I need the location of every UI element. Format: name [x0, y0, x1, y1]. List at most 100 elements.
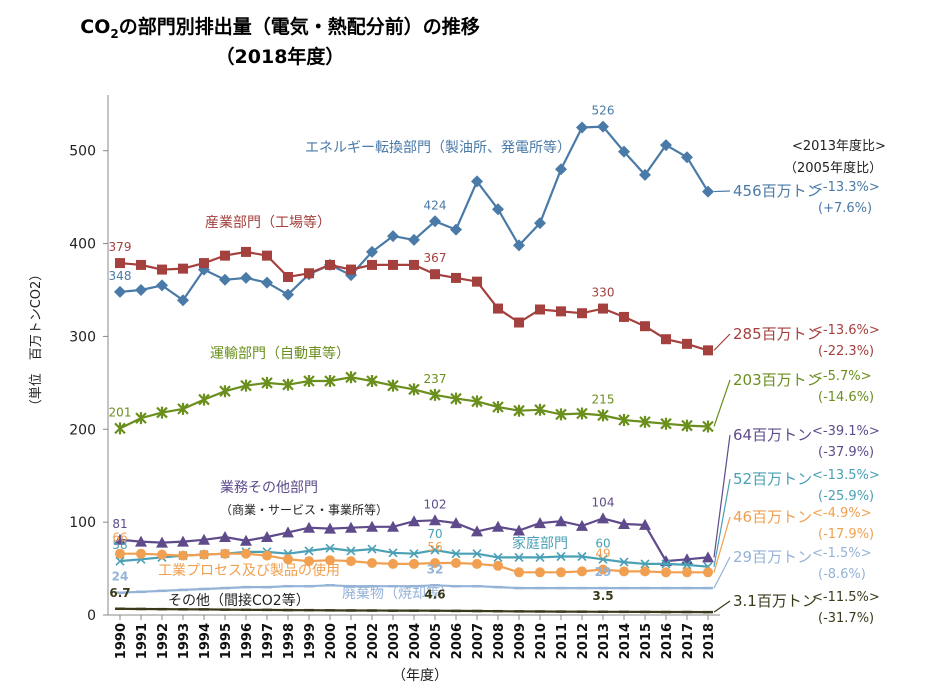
end-value-label-1: 285百万トン — [733, 325, 822, 343]
data-point — [513, 239, 525, 252]
data-point — [240, 271, 252, 284]
data-point — [178, 550, 188, 561]
data-label: 56 — [427, 540, 442, 554]
end-leader-1 — [713, 333, 731, 351]
data-point — [157, 549, 167, 560]
ratio-2013-5: <-4.9%> — [812, 506, 872, 521]
data-point — [408, 233, 420, 246]
x-tick-label: 1991 — [135, 623, 150, 659]
data-point — [115, 258, 125, 269]
x-tick-label: 2013 — [597, 623, 612, 659]
data-point — [240, 534, 252, 546]
data-point — [240, 379, 252, 392]
data-point — [324, 375, 336, 387]
data-point — [219, 273, 231, 286]
x-tick-label: 1995 — [219, 623, 234, 659]
data-point — [408, 383, 420, 396]
end-leader-6 — [713, 556, 731, 589]
data-label: 237 — [424, 372, 447, 386]
data-point — [114, 285, 126, 298]
data-label: 6.7 — [109, 586, 130, 600]
x-tick-label: 2003 — [387, 623, 402, 659]
x-tick-label: 1996 — [240, 623, 255, 659]
data-point — [177, 294, 189, 307]
data-point — [556, 551, 566, 562]
data-point — [387, 520, 399, 532]
x-tick-label: 1998 — [282, 623, 297, 659]
data-point — [492, 203, 504, 216]
data-point — [556, 567, 566, 578]
data-point — [555, 163, 567, 176]
data-point — [493, 552, 503, 562]
series-name-6: 廃棄物（焼却等） — [342, 585, 454, 602]
data-point — [681, 419, 693, 432]
data-point — [576, 407, 588, 420]
data-label: 526 — [592, 104, 615, 118]
y-tick-label: 500 — [69, 144, 96, 160]
ratio-2005-7: (-31.7%) — [818, 611, 874, 626]
data-point — [367, 544, 377, 554]
data-point — [660, 139, 672, 152]
ratio-2005-3: (-37.9%) — [818, 445, 874, 460]
data-point — [156, 536, 168, 548]
data-point — [156, 279, 168, 292]
data-point — [388, 548, 398, 558]
data-point — [220, 250, 230, 261]
data-label: 32 — [427, 562, 444, 576]
data-point — [640, 559, 650, 569]
x-tick-label: 2016 — [660, 623, 675, 659]
x-tick-label: 2000 — [324, 623, 339, 659]
data-point — [409, 558, 419, 569]
end-value-label-3: 64百万トン — [733, 426, 812, 444]
data-point — [450, 392, 462, 405]
data-point — [640, 321, 650, 332]
end-value-label-2: 203百万トン — [733, 371, 822, 389]
data-point — [429, 215, 441, 228]
data-point — [471, 525, 483, 537]
data-point — [283, 272, 293, 282]
data-point — [619, 566, 629, 577]
series-name-3-detail: （商業・サービス・事業所等） — [220, 502, 388, 517]
y-axis-title: （単位 百万トンCO2） — [28, 268, 44, 413]
ratio-2005-0: (+7.6%) — [818, 201, 872, 216]
data-point — [345, 521, 357, 533]
data-point — [702, 185, 714, 198]
series-name-5: 工業プロセス及び製品の使用 — [158, 562, 340, 579]
data-point — [388, 558, 398, 569]
ratio-2013-1: <-13.6%> — [812, 323, 880, 338]
data-point — [513, 524, 525, 536]
ratio-2005-1: (-22.3%) — [818, 344, 874, 359]
data-point — [324, 522, 336, 534]
end-value-label-7: 3.1百万トン — [733, 592, 817, 610]
series-name-4: 家庭部門 — [512, 535, 568, 552]
data-point — [387, 230, 399, 243]
ratio-2013-2: <-5.7%> — [812, 369, 872, 384]
data-point — [304, 556, 314, 567]
data-point — [367, 558, 377, 568]
x-tick-label: 1997 — [261, 623, 276, 659]
x-tick-label: 1992 — [156, 623, 171, 659]
data-point — [597, 409, 609, 422]
data-point — [366, 520, 378, 532]
data-label: 81 — [112, 517, 127, 531]
x-tick-label: 2006 — [450, 623, 465, 659]
ratio-2013-6: <-1.5%> — [812, 546, 872, 561]
data-label: 58 — [112, 538, 127, 552]
data-point — [282, 378, 294, 391]
series-name-0: エネルギー転換部門（製油所、発電所等） — [305, 139, 571, 156]
x-tick-label: 1994 — [198, 623, 213, 659]
x-tick-label: 2017 — [681, 623, 696, 659]
data-point — [534, 403, 546, 416]
data-point — [639, 168, 651, 181]
data-point — [198, 533, 210, 545]
data-point — [303, 521, 315, 533]
data-point — [639, 518, 651, 530]
ratio-2005-4: (-25.9%) — [818, 489, 874, 504]
data-point — [135, 284, 147, 296]
data-point — [136, 548, 146, 559]
data-point — [366, 245, 378, 258]
ratio-2013-7: <-11.5%> — [812, 590, 880, 605]
data-point — [703, 345, 713, 356]
data-point — [451, 272, 461, 283]
